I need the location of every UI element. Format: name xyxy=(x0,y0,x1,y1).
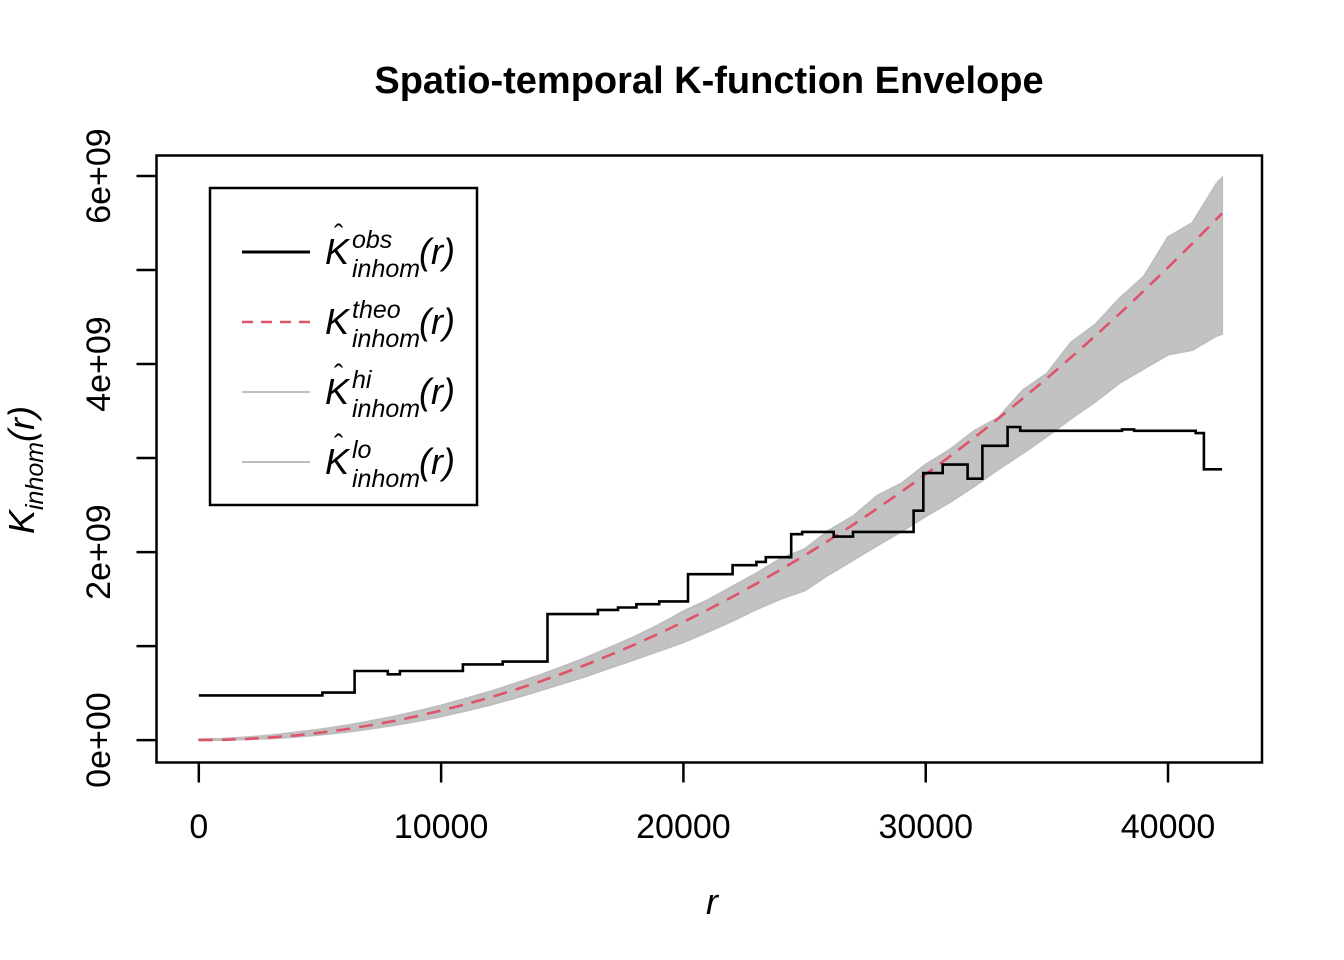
legend-hat-accent: ˆ xyxy=(334,359,344,390)
legend-superscript: lo xyxy=(352,436,372,464)
x-tick-label: 20000 xyxy=(636,808,731,846)
legend-hat-accent: ˆ xyxy=(334,219,344,250)
legend-hat-accent: ˆ xyxy=(334,429,344,460)
legend-subscript: inhom xyxy=(352,395,420,423)
legend-symbol-main: K xyxy=(325,371,351,412)
y-label-argument: (r) xyxy=(1,406,42,442)
y-label-main: K xyxy=(1,508,42,534)
y-tick-label: 6e+09 xyxy=(80,128,118,224)
x-axis-label: r xyxy=(706,881,720,922)
chart-title: Spatio-temporal K-function Envelope xyxy=(374,60,1043,102)
legend-argument: (r) xyxy=(419,301,455,342)
legend-superscript: theo xyxy=(352,296,401,324)
legend-superscript: hi xyxy=(352,366,373,394)
legend-subscript: inhom xyxy=(352,325,420,353)
legend-symbol-main: K xyxy=(325,441,351,482)
legend-subscript: inhom xyxy=(352,465,420,493)
y-label-subscript: inhom xyxy=(21,442,49,510)
y-tick-label: 0e+00 xyxy=(80,692,118,788)
y-axis-label: Kinhom(r) xyxy=(1,406,49,534)
legend-argument: (r) xyxy=(419,371,455,412)
x-tick-label: 40000 xyxy=(1121,808,1216,846)
x-tick-label: 0 xyxy=(189,808,208,846)
legend-subscript: inhom xyxy=(352,255,420,283)
axes-layer: 0e+00 2e+09 4e+09 6e+09 0 10000 20000 30000 4000… xyxy=(80,128,1215,846)
simulation-envelope-band xyxy=(197,175,1224,742)
y-tick-label: 4e+09 xyxy=(80,316,118,412)
plot-box xyxy=(155,154,1264,764)
legend-argument: (r) xyxy=(419,231,455,272)
legend-border xyxy=(208,186,479,507)
legend-argument: (r) xyxy=(419,441,455,482)
theoretical-curve xyxy=(198,212,1224,742)
legend-symbol-main: K xyxy=(325,231,351,272)
x-tick-label: 30000 xyxy=(878,808,973,846)
x-tick-label: 10000 xyxy=(394,808,489,846)
legend-symbol-main: K xyxy=(325,301,351,342)
observed-step-curve xyxy=(198,425,1223,697)
curves-layer xyxy=(198,212,1224,742)
envelope-band-layer xyxy=(197,175,1224,742)
y-tick-label: 2e+09 xyxy=(80,504,118,600)
legend-superscript: obs xyxy=(352,226,392,254)
